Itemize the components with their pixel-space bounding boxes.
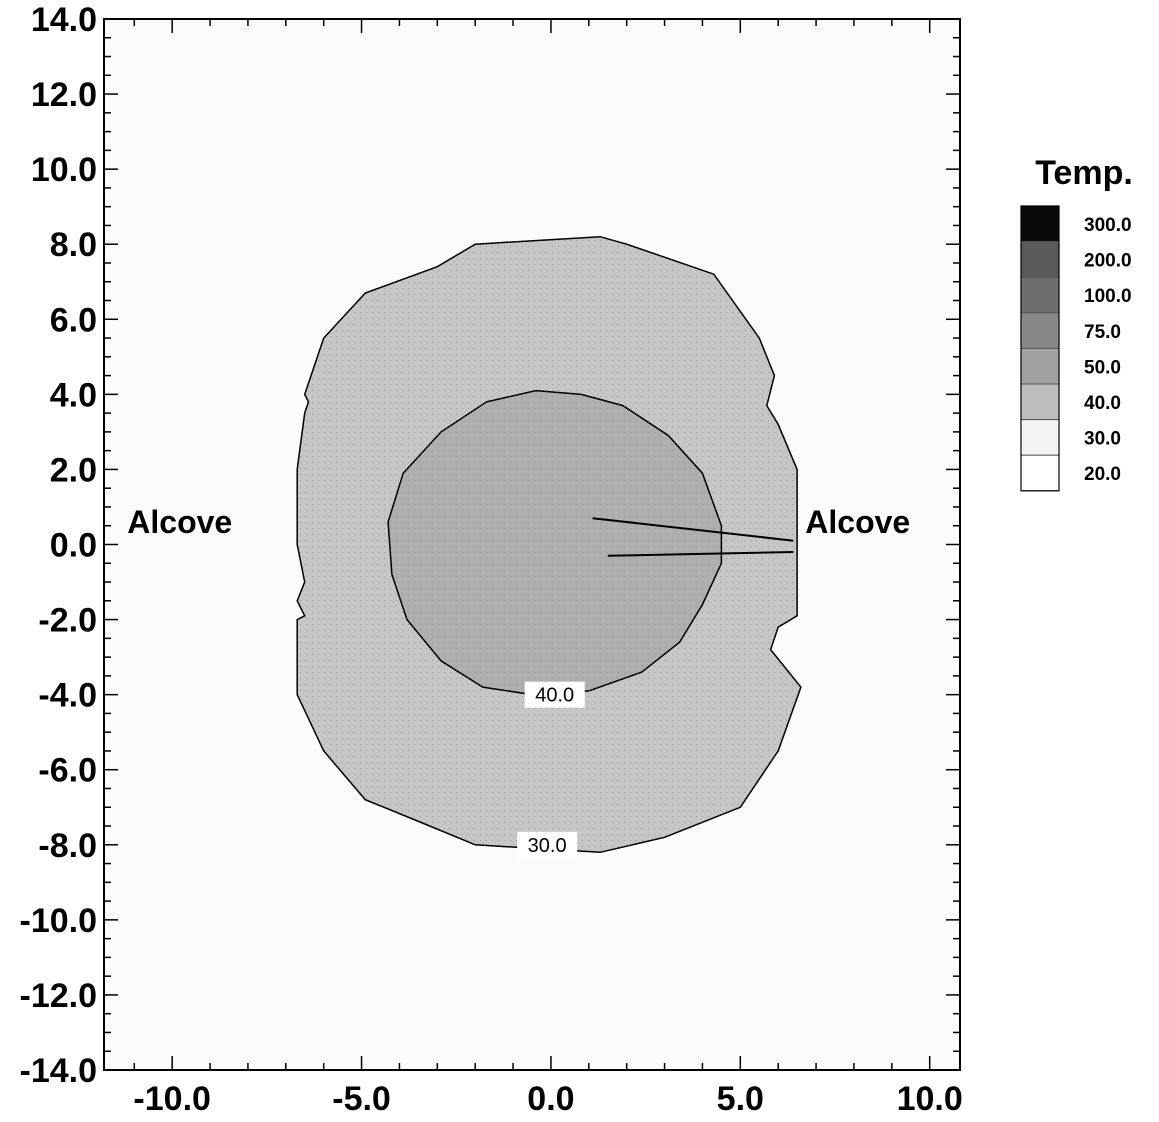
contour-labels: 30.0 40.0: [517, 681, 585, 858]
legend-swatch: [1020, 383, 1060, 421]
axis-ticks: [104, 18, 960, 1071]
contour-regions: [296, 235, 802, 854]
alcove-label: Alcove: [805, 504, 910, 540]
legend-title: Temp.: [1035, 154, 1133, 192]
y-tick-label: -10.0: [20, 902, 98, 940]
y-tick-label: 6.0: [50, 301, 97, 339]
legend-label: 50.0: [1084, 357, 1121, 378]
x-tick-label: 0.0: [527, 1080, 574, 1118]
x-tick-label: -5.0: [332, 1080, 391, 1118]
annotation-lines: [592, 517, 794, 557]
x-tick-label: -10.0: [133, 1080, 211, 1118]
annotation-line-1: [592, 517, 794, 542]
x-tick-label: 10.0: [897, 1080, 963, 1118]
legend-swatch: [1020, 205, 1060, 243]
y-tick-label: -12.0: [20, 977, 98, 1015]
contour-label-bg: [517, 831, 578, 858]
contour-label: 30.0: [528, 835, 567, 857]
y-tick-label: -6.0: [38, 752, 97, 790]
plot-area: 30.0 40.0: [103, 18, 961, 1071]
y-tick-label: 4.0: [50, 376, 97, 414]
y-tick-label: 8.0: [50, 226, 97, 264]
legend-label: 40.0: [1084, 393, 1121, 414]
y-tick-label: -8.0: [38, 827, 97, 865]
y-tick-label: 12.0: [31, 76, 97, 114]
legend-label: 300.0: [1084, 215, 1132, 236]
contour-label: 40.0: [535, 685, 574, 707]
legend-label: 100.0: [1084, 286, 1132, 307]
contour-label-bg: [524, 681, 585, 708]
annotations: Alcove Alcove: [127, 504, 910, 540]
y-tick-label: 14.0: [31, 1, 97, 39]
legend-swatch: [1020, 312, 1060, 349]
annotation-line-2: [607, 551, 794, 557]
y-tick-label: -4.0: [38, 677, 97, 715]
y-tick-label: -2.0: [38, 602, 97, 640]
legend-swatch: [1020, 454, 1060, 492]
legend-swatch: [1020, 241, 1060, 278]
legend: Temp. 300.0 200.0 100.0 75.0 50.0 40.0 30.0 20.…: [1020, 154, 1133, 492]
x-axis-tick-labels: -10.0 -5.0 0.0 5.0 10.0: [133, 1080, 962, 1118]
alcove-label: Alcove: [127, 504, 232, 540]
legend-swatch: [1020, 419, 1060, 456]
y-tick-label: 2.0: [50, 451, 97, 489]
y-tick-label: 10.0: [31, 151, 97, 189]
contour-line-40.0: [387, 389, 723, 696]
legend-frame: [1020, 205, 1060, 492]
legend-label: 200.0: [1084, 251, 1132, 272]
y-axis-tick-labels: 14.0 12.0 10.0 8.0 6.0 4.0 2.0 0.0 -2.0 -4.0 -6.0 -…: [20, 1, 98, 1090]
y-tick-label: 0.0: [50, 527, 97, 565]
legend-label: 20.0: [1084, 464, 1121, 485]
x-tick-label: 5.0: [717, 1080, 764, 1118]
legend-swatch: [1020, 347, 1060, 385]
legend-swatches: 300.0 200.0 100.0 75.0 50.0 40.0 30.0 20.0: [1020, 205, 1132, 492]
legend-swatch: [1020, 276, 1060, 314]
legend-label: 75.0: [1084, 322, 1121, 343]
y-tick-label: -14.0: [20, 1052, 98, 1090]
legend-label: 30.0: [1084, 429, 1121, 450]
